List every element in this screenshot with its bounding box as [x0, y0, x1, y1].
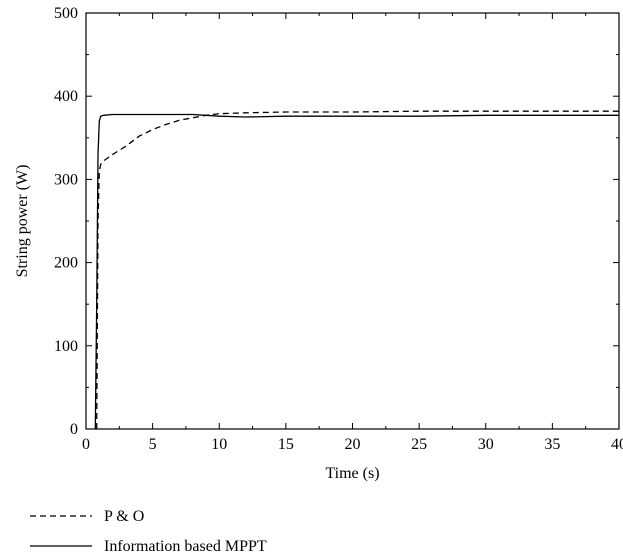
- x-tick-label: 20: [345, 436, 361, 453]
- x-tick-label: 25: [411, 436, 427, 453]
- legend-label-information-based-mppt: Information based MPPT: [104, 538, 267, 555]
- y-tick-label: 300: [54, 171, 78, 188]
- y-ticks: 0 100 200 300 400 500: [54, 5, 619, 438]
- y-tick-label: 100: [54, 338, 78, 355]
- series-line-p-and-o: [96, 110, 619, 430]
- series-line-information-based-mppt: [94, 113, 619, 430]
- y-tick-label: 400: [54, 88, 78, 105]
- y-tick-label: 200: [54, 255, 78, 272]
- plot-frame: [85, 12, 620, 430]
- x-tick-label: 10: [211, 436, 227, 453]
- x-tick-label: 30: [478, 436, 494, 453]
- legend: P & O Information based MPPT: [30, 508, 267, 555]
- y-tick-label: 0: [70, 421, 78, 438]
- x-tick-label: 35: [544, 436, 560, 453]
- x-ticks: 0 5 10 15 20 25 30 35 40: [82, 13, 623, 453]
- plot-area: 0 5 10 15 20 25 30 35 40 0 100 200 300 400 500: [54, 5, 623, 453]
- y-axis-label: String power (W): [14, 165, 31, 278]
- y-tick-label: 500: [54, 5, 78, 22]
- legend-label-p-and-o: P & O: [104, 508, 144, 525]
- x-tick-label: 15: [278, 436, 294, 453]
- x-tick-label: 40: [611, 436, 623, 453]
- x-tick-label: 5: [149, 436, 157, 453]
- x-axis-label: Time (s): [325, 465, 379, 482]
- x-tick-label: 0: [82, 436, 90, 453]
- series-layer: [94, 110, 619, 430]
